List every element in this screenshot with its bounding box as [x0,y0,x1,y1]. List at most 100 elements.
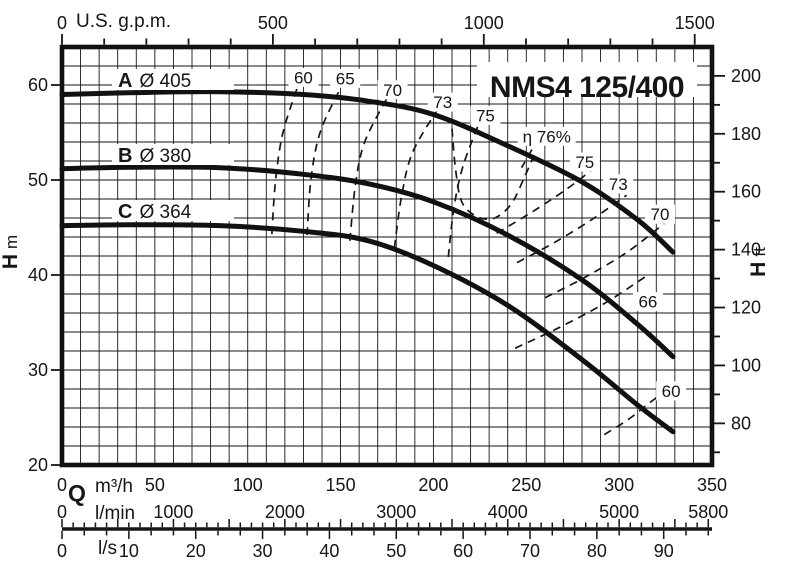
m3h-tick-label: 350 [697,475,727,495]
label-mask [112,69,234,90]
efficiency-label-73: 73 [609,175,628,194]
efficiency-label-mask [377,80,408,100]
gpm-tick-label: 1000 [464,13,504,33]
efficiency-label-mask [427,92,458,112]
ls-tick-label: 70 [520,541,540,561]
efficiency-label-65: 65 [336,69,355,88]
axes-ticks: 0 500 1000 15002030405060801001201401601802… [28,13,761,561]
ls-tick-label: 20 [186,541,206,561]
ls-tick-label: 90 [654,541,674,561]
chart-title-group: NMS4 125/400 [477,62,697,104]
pump-curves [59,89,676,435]
flow-axis-label: Q [68,480,86,506]
lmin-tick-label: 3000 [376,502,416,522]
lmin-axis-unit: l/min [95,503,135,524]
ls-tick-label: 10 [119,541,139,561]
m3h-tick-label: 50 [145,475,165,495]
efficiency-label-mask [645,204,675,224]
hft-tick-label: 120 [731,298,761,318]
efficiency-contour-tick [520,149,533,169]
ls-tick-label: 40 [319,541,339,561]
pump-curve-B [59,164,676,360]
right-axis-label: Hft [747,247,770,277]
efficiency-label-mask [656,381,687,401]
label-mask [112,200,234,221]
efficiency-contour-η 76% [451,128,534,221]
efficiency-label-mask [569,152,600,172]
lmin-tick-label: 2000 [265,502,305,522]
hft-tick-label: 160 [731,182,761,202]
lmin-tick-label: 5800 [688,502,728,522]
ls-tick-label: 30 [253,541,273,561]
efficiency-contour-73 [516,194,628,264]
efficiency-label-70: 70 [651,205,670,224]
efficiency-label-60: 60 [662,382,681,401]
efficiency-label-73: 73 [433,93,452,112]
efficiency-label-η 76%: η 76% [523,127,571,146]
hm-tick-label: 40 [28,265,48,285]
lmin-tick-label: 4000 [488,502,528,522]
m3h-tick-label: 300 [604,475,634,495]
m3h-axis-unit: m³/h [95,476,133,497]
ls-axis-unit: l/s [98,538,117,559]
gpm-tick-label: 1500 [675,13,715,33]
gpm-tick-label: 0 [57,13,67,33]
hft-tick-label: 180 [731,124,761,144]
efficiency-contour-66 [514,276,646,349]
ls-tick-label: 50 [386,541,406,561]
m3h-tick-label: 100 [233,475,263,495]
efficiency-label-mask [288,67,319,87]
efficiency-label-75: 75 [575,153,594,172]
hm-tick-label: 30 [28,360,48,380]
hm-tick-label: 50 [28,170,48,190]
ls-tick-label: 0 [57,541,67,561]
gpm-tick-label: 500 [258,13,288,33]
efficiency-label-mask [603,174,634,194]
efficiency-label-60: 60 [294,68,313,87]
m3h-tick-label: 200 [418,475,448,495]
title-mask [477,62,697,97]
grid [62,47,712,465]
hft-tick-label: 140 [731,240,761,260]
hft-tick-label: 80 [731,413,751,433]
efficiency-contour-73 [393,105,441,248]
hm-tick-label: 20 [28,455,48,475]
efficiency-contour-75 [447,116,483,258]
hm-tick-label: 60 [28,75,48,95]
chart-title: NMS4 125/400 [490,71,684,104]
gpm-axis-unit: U.S. g.p.m. [76,11,171,32]
efficiency-label-70: 70 [383,81,402,100]
efficiency-label-mask [517,126,576,146]
plot-border [59,44,715,468]
m3h-tick-label: 250 [511,475,541,495]
lmin-tick-label: 1000 [153,502,193,522]
efficiency-label-mask [632,292,663,312]
efficiency-contour-60 [271,88,298,235]
efficiency-contour-70 [349,96,389,241]
efficiency-contour-65 [306,89,341,236]
efficiency-label-75: 75 [476,106,495,125]
efficiency-label-66: 66 [638,293,657,312]
ls-tick-label: 80 [587,541,607,561]
m3h-tick-label: 150 [326,475,356,495]
left-axis-label: Hm [0,235,22,269]
ls-tick-label: 60 [453,541,473,561]
lmin-tick-label: 5000 [599,502,639,522]
pump-curve-A [59,89,676,255]
pump-curve-C [59,222,676,435]
hft-tick-label: 200 [731,66,761,86]
efficiency-label-mask [330,68,361,88]
efficiency-contour-70 [544,220,668,299]
label-mask [112,144,234,165]
hft-tick-label: 100 [731,355,761,375]
m3h-tick-label: 0 [57,475,67,495]
